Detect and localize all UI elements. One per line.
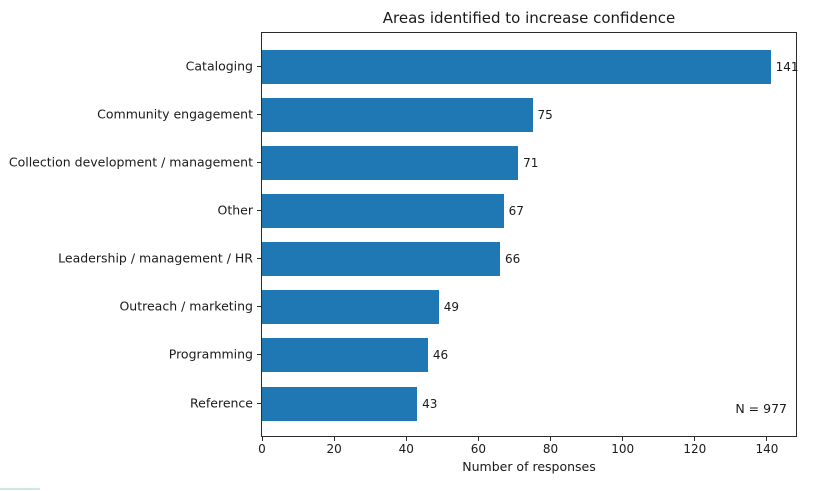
x-tick-mark (550, 437, 552, 441)
x-axis-label: Number of responses (462, 459, 596, 474)
y-tick-mark (257, 209, 261, 211)
bar-value-label: 67 (508, 203, 524, 218)
x-tick-mark (766, 437, 768, 441)
y-tick-label: Leadership / management / HR (58, 250, 253, 266)
x-tick-label: 20 (326, 442, 342, 456)
y-tick-mark (257, 354, 261, 356)
x-tick-mark (477, 437, 479, 441)
bar-cataloging (262, 49, 771, 84)
plot-area: 141 75 71 67 66 49 46 43 N = 977 (261, 32, 799, 437)
x-tick-label: 100 (611, 442, 635, 456)
y-tick-label: Other (217, 202, 254, 218)
y-tick-label: Programming (168, 346, 253, 362)
bar-other (262, 193, 504, 228)
sample-size-annotation: N = 977 (735, 401, 787, 416)
y-tick-mark (257, 258, 261, 260)
bar-community-engagement (262, 97, 533, 132)
x-tick-label: 80 (542, 442, 559, 456)
y-tick-label: Community engagement (97, 106, 253, 122)
x-tick-label: 60 (470, 442, 487, 456)
x-tick-label: 140 (755, 442, 779, 456)
screen-edge-artifact (0, 488, 40, 490)
bar-value-label: 71 (523, 155, 539, 170)
x-tick-label: 40 (398, 442, 414, 456)
y-tick-label: Collection development / management (8, 154, 253, 170)
bar-collection-development-management (262, 145, 519, 180)
bar-value-label: 141 (775, 59, 799, 74)
x-tick-mark (333, 437, 335, 441)
x-tick-mark (694, 437, 696, 441)
y-tick-label: Cataloging (185, 58, 253, 73)
x-tick-label: 120 (683, 442, 707, 456)
x-tick-mark (622, 437, 624, 441)
bar-value-label: 49 (443, 300, 460, 315)
bar-programming (262, 338, 428, 373)
y-tick-label: Reference (190, 395, 253, 411)
bar-value-label: 46 (432, 348, 449, 363)
y-tick-label: Outreach / marketing (119, 298, 253, 314)
y-tick-mark (257, 402, 261, 404)
bar-leadership-management-hr (262, 242, 501, 277)
bar-reference (262, 386, 418, 421)
bar-outreach-marketing (262, 290, 439, 325)
bar-value-label: 66 (505, 252, 521, 267)
y-axis-labels: Cataloging Community engagement Collection… (0, 32, 253, 437)
bar-value-label: 43 (422, 396, 438, 411)
chart-title: Areas identified to increase confidence (382, 9, 676, 27)
y-tick-mark (257, 306, 261, 308)
bar-value-label: 75 (537, 107, 553, 122)
y-tick-mark (257, 113, 261, 115)
y-tick-mark (257, 65, 261, 67)
x-tick-mark (405, 437, 407, 441)
x-tick-label: 0 (258, 442, 266, 456)
x-tick-mark (261, 437, 263, 441)
y-tick-mark (257, 161, 261, 163)
